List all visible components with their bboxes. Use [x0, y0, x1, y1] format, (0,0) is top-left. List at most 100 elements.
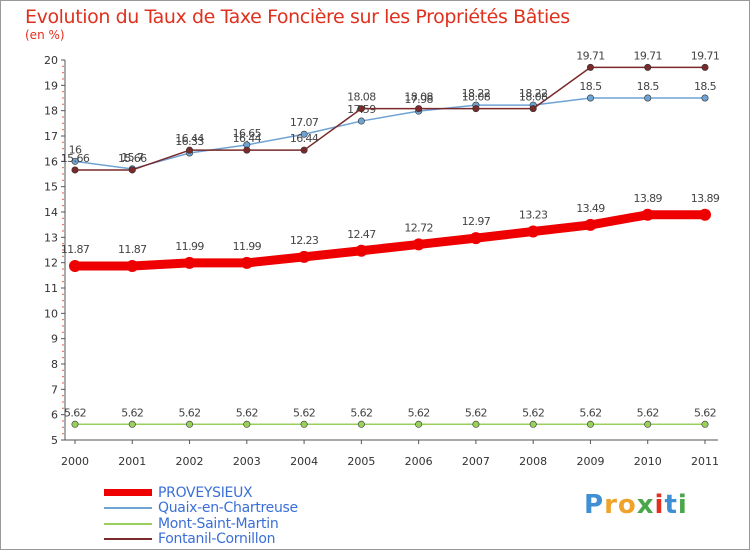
data-label: 5.62 [293, 406, 315, 419]
data-point [357, 105, 365, 113]
data-label: 5.62 [694, 406, 716, 419]
data-label: 5.62 [236, 406, 258, 419]
y-minor-tick [62, 141, 64, 144]
data-label: 16 [69, 143, 82, 156]
data-point [357, 420, 365, 428]
y-tick-label: 17 [44, 130, 58, 143]
legend-swatch [104, 507, 152, 510]
data-label: 18.08 [462, 91, 491, 104]
data-point [71, 157, 79, 165]
logo-letter: t [664, 490, 678, 520]
y-minor-tick [62, 293, 64, 296]
logo-letter: r [604, 490, 618, 520]
data-point [186, 146, 194, 154]
y-minor-tick [62, 394, 64, 397]
data-label: 5.62 [579, 406, 601, 419]
data-label: 11.99 [233, 240, 262, 253]
legend-swatch [104, 538, 152, 541]
data-point [355, 244, 368, 257]
x-tick-label: 2002 [176, 455, 204, 468]
y-minor-tick [62, 116, 64, 118]
unit-label: (en %) [25, 28, 65, 42]
legend-item-quaix: Quaix-en-Chartreuse [104, 500, 298, 516]
data-label: 16.44 [290, 132, 319, 145]
data-label: 18.5 [694, 80, 717, 93]
y-tick-label: 5 [51, 434, 58, 447]
data-label: 5.62 [350, 406, 372, 419]
legend-item-proveysieux: PROVEYSIEUX [104, 485, 298, 501]
data-point [701, 420, 709, 428]
y-tick-label: 7 [51, 383, 58, 396]
x-tick-label: 2005 [347, 455, 375, 468]
data-label: 15.66 [118, 152, 147, 165]
data-point [357, 117, 365, 125]
data-point [298, 250, 311, 263]
data-point [644, 420, 652, 428]
y-minor-tick [62, 65, 64, 68]
data-label: 12.23 [290, 234, 319, 247]
x-tick-label: 2010 [634, 455, 662, 468]
data-point [644, 63, 652, 71]
data-label: 5.62 [121, 406, 143, 419]
data-point [128, 166, 136, 174]
logo-letter: o [617, 490, 637, 520]
data-point [586, 63, 594, 71]
data-point [529, 105, 537, 113]
data-label: 18.5 [637, 80, 660, 93]
data-label: 18.22 [462, 87, 491, 100]
y-minor-tick [62, 122, 64, 125]
data-label: 18.5 [579, 80, 602, 93]
data-label: 18.08 [519, 91, 548, 104]
data-point [644, 94, 652, 102]
data-label: 16.33 [175, 135, 204, 148]
data-label: 13.89 [633, 192, 662, 205]
data-point [69, 259, 81, 272]
data-point [71, 166, 79, 174]
legend-label: PROVEYSIEUX [158, 484, 253, 501]
y-tick-label: 18 [44, 105, 58, 118]
data-point [243, 420, 251, 428]
data-label: 11.87 [118, 243, 147, 256]
logo-letter: i [654, 490, 665, 520]
legend-label: Mont-Saint-Martin [158, 515, 279, 532]
y-minor-tick [62, 356, 64, 359]
proxiti-logo: Proxiti [584, 490, 688, 520]
legend-swatch [104, 489, 152, 497]
y-minor-tick [62, 204, 64, 207]
data-point [701, 94, 709, 102]
data-label: 19.71 [576, 49, 605, 62]
y-tick-label: 6 [51, 409, 58, 422]
data-label: 12.72 [404, 221, 433, 234]
data-point [183, 256, 196, 269]
y-minor-tick [62, 331, 64, 334]
data-label: 11.87 [61, 243, 90, 256]
data-label: 5.62 [178, 406, 200, 419]
data-label: 15.7 [121, 151, 144, 164]
data-point [527, 225, 540, 238]
data-point [586, 94, 594, 102]
data-point [126, 259, 139, 272]
y-tick-label: 10 [44, 307, 58, 320]
data-point [472, 420, 480, 428]
y-minor-tick [62, 147, 64, 150]
data-label: 13.89 [691, 192, 720, 205]
data-label: 17.98 [404, 93, 433, 106]
data-label: 13.49 [576, 202, 605, 215]
y-minor-tick [62, 268, 64, 270]
x-tick-label: 2004 [290, 455, 318, 468]
data-label: 11.99 [175, 240, 204, 253]
legend-item-fontanil: Fontanil-Cornillon [104, 531, 298, 547]
data-point [186, 420, 194, 428]
legend-swatch [104, 522, 152, 525]
y-minor-tick [62, 166, 64, 169]
y-minor-tick [62, 154, 64, 156]
y-minor-tick [62, 350, 64, 353]
data-label: 5.62 [522, 406, 544, 419]
data-label: 5.62 [408, 406, 430, 419]
x-tick-label: 2011 [691, 455, 719, 468]
data-label: 16.44 [233, 132, 262, 145]
y-tick-label: 16 [44, 155, 58, 168]
y-tick-label: 19 [44, 79, 58, 92]
y-tick-label: 8 [51, 358, 58, 371]
